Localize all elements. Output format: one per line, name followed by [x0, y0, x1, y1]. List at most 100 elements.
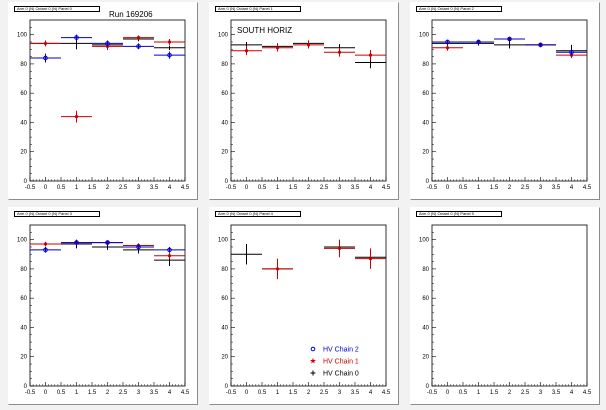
- data-point: [136, 244, 141, 250]
- x-tick-label: 1.5: [88, 390, 97, 396]
- x-tick-label: 0.5: [57, 390, 66, 396]
- x-tick-label: 2: [106, 390, 110, 396]
- x-tick-label: 4.5: [382, 390, 391, 396]
- data-point: [43, 41, 48, 46]
- y-tick-label: 20: [221, 150, 228, 156]
- data-point: [43, 242, 48, 246]
- y-tick-label: 100: [218, 33, 229, 39]
- x-tick-label: 4: [570, 390, 574, 396]
- x-tick-label: 4.5: [583, 185, 592, 191]
- data-point: [136, 44, 141, 49]
- x-tick-label: 1: [276, 390, 280, 396]
- run-label: Run 169206: [109, 10, 153, 19]
- plot-pad-3: 0 20 40 60 80 100 -0.5 0 0.5 1 1.5 2 2.5 3 3.5 4 4.5 Arm …: [8, 207, 198, 405]
- x-tick-label: 2.5: [119, 390, 128, 396]
- pad-title-box: Arm 0 (N) Octant 0 (N) Panel 1: [215, 6, 301, 12]
- data-point: [306, 43, 311, 47]
- y-tick-label: 60: [20, 296, 27, 302]
- y-tick-label: 80: [422, 267, 429, 273]
- x-tick-label: 2.5: [119, 185, 128, 191]
- x-tick-label: -0.5: [226, 185, 237, 191]
- y-tick-label: 100: [419, 33, 430, 39]
- pad-title-box: Arm 0 (N) Octant 0 (N) Panel 0: [14, 6, 100, 12]
- y-tick-label: 100: [17, 238, 28, 244]
- data-point: [275, 46, 280, 50]
- x-tick-label: 0.5: [459, 390, 468, 396]
- x-tick-label: 4.5: [181, 185, 190, 191]
- x-tick-label: 4.5: [382, 185, 391, 191]
- x-tick-label: -0.5: [226, 390, 237, 396]
- south-label: SOUTH HORIZ: [237, 26, 292, 35]
- x-tick-label: 4.5: [583, 390, 592, 396]
- y-tick-label: 60: [20, 91, 27, 97]
- x-tick-label: 1.5: [289, 390, 298, 396]
- x-tick-label: 3.5: [150, 185, 159, 191]
- y-tick-label: 60: [422, 296, 429, 302]
- data-point: [445, 46, 450, 50]
- y-tick-label: 40: [221, 325, 228, 331]
- data-point: [74, 115, 79, 119]
- data-point: [369, 61, 372, 64]
- x-tick-label: 1: [477, 185, 481, 191]
- data-series: [30, 34, 185, 63]
- x-tick-label: 3: [137, 390, 141, 396]
- x-tick-label: 0: [245, 390, 249, 396]
- data-point: [74, 240, 79, 245]
- y-tick-label: 60: [221, 296, 228, 302]
- y-tick-label: 0: [24, 179, 28, 185]
- x-tick-label: 4: [369, 185, 373, 191]
- plot-pad-2: 0 20 40 60 80 100 -0.5 0 0.5 1 1.5 2 2.5 3 3.5 4 4.5 Arm …: [410, 2, 600, 200]
- x-tick-label: 2: [508, 390, 512, 396]
- x-tick-label: 1.5: [490, 390, 499, 396]
- data-point: [105, 240, 110, 245]
- y-tick-label: 100: [419, 238, 430, 244]
- data-point: [43, 247, 48, 253]
- y-tick-label: 80: [221, 267, 228, 273]
- y-tick-label: 80: [20, 267, 27, 273]
- x-tick-label: 2.5: [320, 185, 329, 191]
- x-tick-label: 1.5: [490, 185, 499, 191]
- x-tick-label: 4: [369, 390, 373, 396]
- data-point: [244, 49, 249, 53]
- x-tick-label: 1: [75, 185, 79, 191]
- y-tick-label: 100: [218, 238, 229, 244]
- x-tick-label: 0.5: [459, 185, 468, 191]
- x-tick-label: 0: [44, 390, 48, 396]
- x-tick-label: 4: [570, 185, 574, 191]
- y-tick-label: 0: [225, 179, 229, 185]
- plot-pad-5: 0 20 40 60 80 100 -0.5 0 0.5 1 1.5 2 2.5 3 3.5 4 4.5 Arm …: [410, 207, 600, 405]
- data-point: [106, 246, 109, 248]
- x-tick-label: 1: [75, 390, 79, 396]
- y-tick-label: 40: [422, 120, 429, 126]
- x-tick-label: -0.5: [25, 390, 36, 396]
- data-point: [167, 254, 172, 258]
- plot-frame: [431, 224, 588, 387]
- data-point: [337, 50, 342, 54]
- pad-title-box: Arm 0 (N) Octant 0 (N) Panel 2: [416, 6, 502, 12]
- x-tick-label: 0: [446, 390, 450, 396]
- plot-pad-0: 0 20 40 60 80 100 -0.5 0 0.5 1 1.5 2 2.5 3 3.5 4 4.5 Run …: [8, 2, 198, 200]
- y-tick-label: 80: [20, 62, 27, 68]
- x-tick-label: 2.5: [521, 390, 530, 396]
- data-point: [476, 39, 481, 45]
- data-point: [337, 246, 342, 251]
- x-tick-label: 1: [477, 390, 481, 396]
- y-tick-label: 20: [422, 150, 429, 156]
- pad-title: Arm 0 (N) Octant 0 (N) Panel 0: [17, 6, 72, 11]
- x-tick-label: 3: [137, 185, 141, 191]
- y-tick-label: 0: [426, 179, 430, 185]
- x-tick-label: 2: [307, 390, 311, 396]
- x-tick-label: 2: [106, 185, 110, 191]
- data-point: [75, 42, 78, 45]
- y-tick-label: 40: [221, 120, 228, 126]
- pad-title: Arm 0 (N) Octant 0 (N) Panel 1: [218, 6, 273, 11]
- data-series: [231, 244, 386, 271]
- x-tick-label: 3: [338, 185, 342, 191]
- x-tick-label: 2.5: [320, 390, 329, 396]
- x-tick-label: 3.5: [351, 185, 360, 191]
